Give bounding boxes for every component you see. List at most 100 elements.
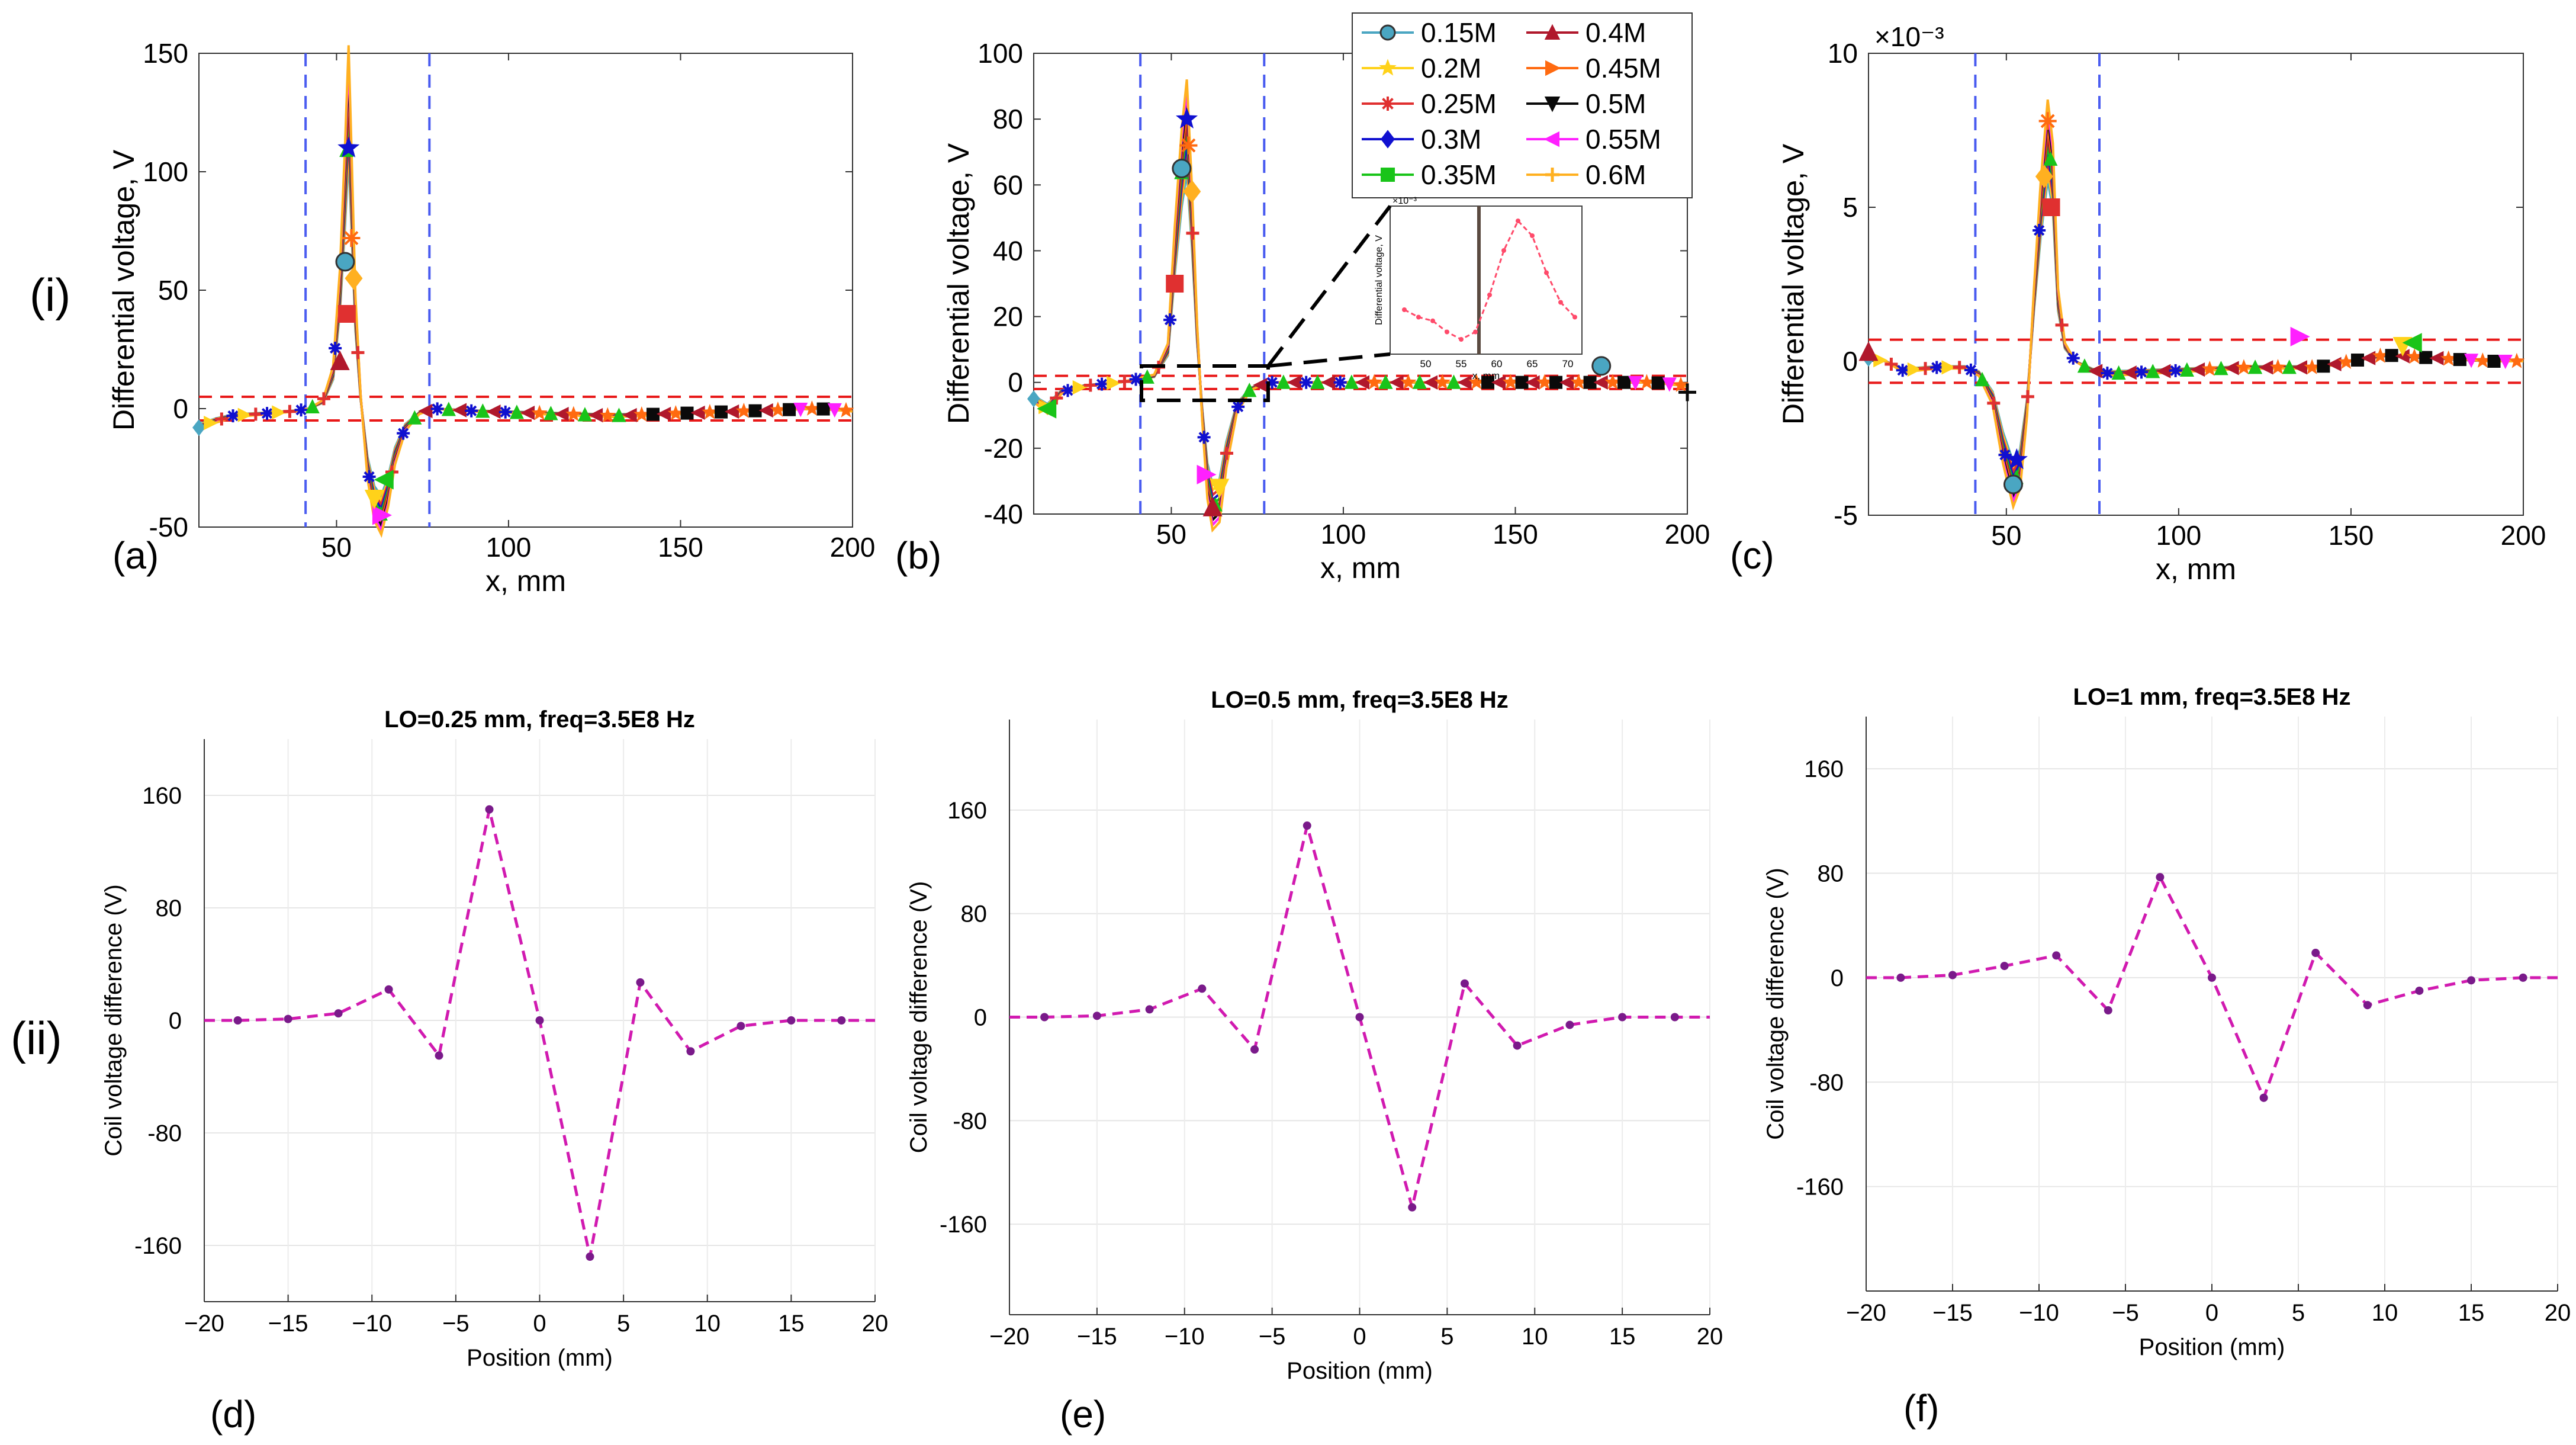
data-point xyxy=(636,978,645,987)
series-marker xyxy=(2474,352,2491,368)
legend-label: 0.25M xyxy=(1421,88,1497,119)
data-point xyxy=(334,1009,343,1018)
x-tick-label: 0 xyxy=(533,1311,546,1337)
series-line xyxy=(198,82,853,525)
data-point xyxy=(2467,976,2475,985)
x-tick-label: 0 xyxy=(1353,1324,1366,1350)
series-marker xyxy=(1176,107,1198,129)
inset-x-tick-label: 65 xyxy=(1527,358,1538,370)
data-point xyxy=(2052,951,2061,960)
inset-chart: 50 55 60 65 70 x, mm ×10⁻³ Differential voltage… xyxy=(1140,196,1583,402)
chart-panel-6: -160 -80 0 80 160 −20 −15 −10 −5 0 5 10 15 20 LO=1 mm,… xyxy=(1763,684,2571,1430)
series-line xyxy=(198,69,853,529)
series-marker xyxy=(1515,375,1529,389)
legend-marker xyxy=(1545,60,1561,76)
x-tick-label: 5 xyxy=(1440,1324,1453,1350)
data-point xyxy=(2519,973,2527,982)
series-marker xyxy=(192,419,205,436)
y-tick-label: -160 xyxy=(1796,1174,1844,1200)
data-point xyxy=(2208,973,2216,982)
series-marker xyxy=(2043,151,2058,166)
data-point xyxy=(586,1253,594,1261)
axes-box xyxy=(198,53,853,528)
series-line xyxy=(198,107,853,516)
series-marker xyxy=(633,406,650,422)
series-marker xyxy=(1140,369,1154,384)
x-tick-label: −20 xyxy=(1846,1300,1886,1326)
series-marker xyxy=(2214,361,2228,375)
inset-x-tick-label: 50 xyxy=(1420,358,1432,370)
series-line xyxy=(1868,179,2523,465)
inset-point xyxy=(1402,307,1407,312)
series-marker xyxy=(2395,349,2410,364)
series-marker xyxy=(2361,351,2376,365)
series-marker xyxy=(1987,396,2001,410)
y-axis-label: Differential voltage, V xyxy=(942,143,975,424)
series-marker xyxy=(748,404,762,418)
series-marker xyxy=(2224,361,2239,375)
x-tick-label: 150 xyxy=(658,532,703,563)
y-axis-label: Differential voltage, V xyxy=(1777,143,1810,425)
series-marker xyxy=(1027,390,1040,407)
x-tick-label: −10 xyxy=(1165,1324,1205,1350)
x-tick-label: −15 xyxy=(1077,1324,1117,1350)
legend-marker xyxy=(1379,24,1396,41)
series-marker xyxy=(1083,378,1097,392)
series-marker xyxy=(1197,464,1217,484)
series-marker xyxy=(656,406,671,422)
legend-marker xyxy=(1381,97,1395,111)
series-marker xyxy=(1974,372,1990,387)
zoom-connector xyxy=(1268,352,1391,368)
panel-label: (b) xyxy=(895,534,941,577)
series-marker xyxy=(554,407,569,422)
series-marker xyxy=(2338,354,2355,369)
zoom-connector xyxy=(1266,205,1392,367)
y-tick-label: 50 xyxy=(158,275,188,306)
series-marker xyxy=(1050,391,1063,405)
chart-panel-3: 50 100 150 200 -5 0 5 10 ×10⁻³ x, mm Differential … xyxy=(1730,21,2546,586)
series-marker xyxy=(1400,374,1417,390)
series-marker xyxy=(2317,359,2330,373)
data-point xyxy=(1408,1203,1417,1212)
series-line xyxy=(1868,170,2523,471)
y-tick-label: 10 xyxy=(1828,38,1858,69)
series-marker xyxy=(1186,226,1199,240)
series-marker xyxy=(2282,359,2297,374)
series-line xyxy=(198,45,853,538)
x-tick-label: −5 xyxy=(1259,1324,1286,1350)
x-tick-label: 20 xyxy=(1697,1324,1723,1350)
series-marker xyxy=(1183,179,1201,203)
y-tick-label: 0 xyxy=(173,393,188,424)
series-marker xyxy=(827,403,842,418)
series-marker xyxy=(215,412,229,426)
series-marker xyxy=(2290,326,2310,346)
y-tick-label: 0 xyxy=(169,1008,182,1034)
zoom-box xyxy=(1140,364,1270,402)
series-marker xyxy=(2135,365,2149,379)
legend-marker xyxy=(1544,24,1561,40)
series-marker xyxy=(1166,275,1184,293)
series-marker xyxy=(1964,363,1977,377)
series-marker xyxy=(2464,354,2479,368)
y-axis-label: Coil voltage difference (V) xyxy=(906,881,932,1154)
series-line xyxy=(1868,134,2523,491)
series-marker xyxy=(2259,360,2273,375)
series-marker xyxy=(2111,365,2126,380)
legend-label: 0.45M xyxy=(1586,53,1661,84)
series-marker xyxy=(2035,165,2053,188)
series-marker xyxy=(2304,359,2320,374)
legend-label: 0.35M xyxy=(1421,159,1497,190)
data-point xyxy=(384,985,393,994)
panel-label: (f) xyxy=(1903,1387,1939,1430)
series-marker xyxy=(2372,347,2388,363)
series-marker xyxy=(1310,374,1325,389)
y-tick-label: 160 xyxy=(1804,756,1844,782)
chart-panel-1: 50 100 150 200 -50 0 50 100 150 x, mm Differential… xyxy=(107,38,875,598)
series-marker xyxy=(1930,361,1944,374)
series-marker xyxy=(1559,375,1574,390)
series-marker xyxy=(1549,375,1563,389)
x-tick-label: 100 xyxy=(486,532,532,563)
series-marker xyxy=(2385,349,2398,362)
inset-exponent: ×10⁻³ xyxy=(1392,196,1417,206)
series-line xyxy=(198,156,853,499)
